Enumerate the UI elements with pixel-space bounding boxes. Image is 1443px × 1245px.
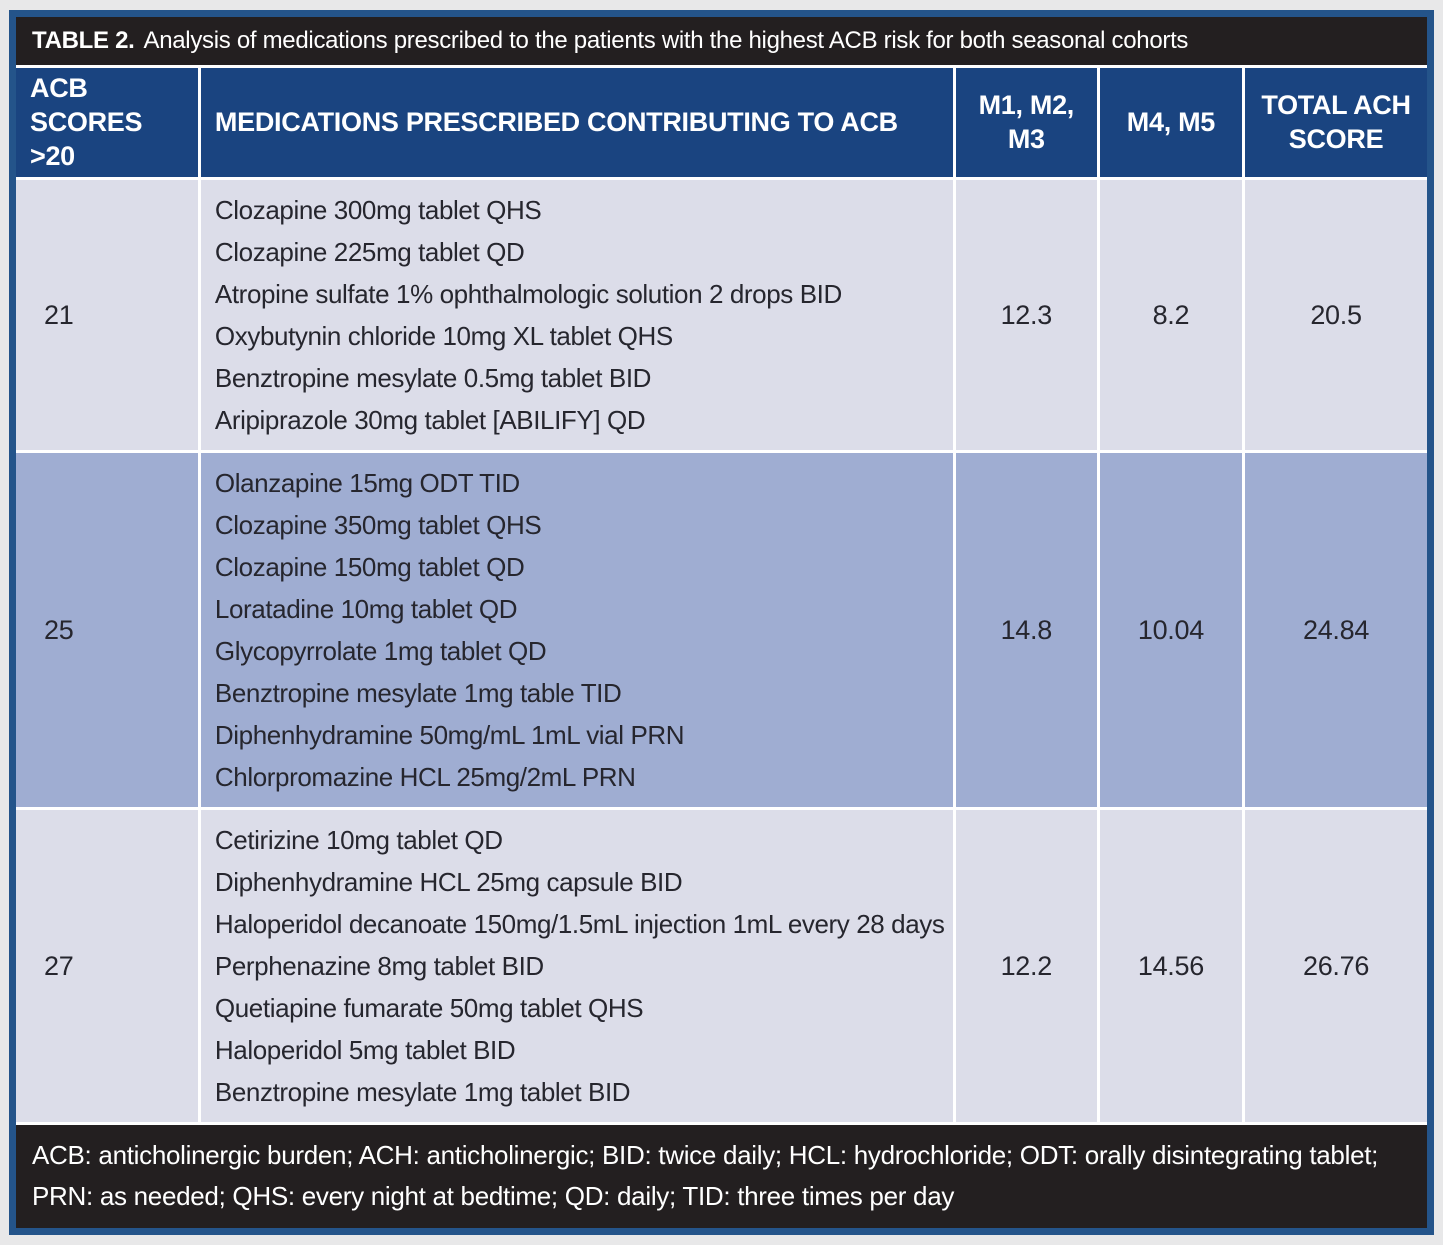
table-row-acb-25: 25 Olanzapine 15mg ODT TID Clozapine 350…	[16, 450, 1427, 811]
medications-cell: Olanzapine 15mg ODT TID Clozapine 350mg …	[197, 450, 956, 811]
medication-item: Clozapine 225mg tablet QD	[214, 237, 525, 268]
table-row-acb-27: 27 Cetirizine 10mg tablet QD Diphenhydra…	[16, 807, 1427, 1123]
medication-item: Benztropine mesylate 0.5mg tablet BID	[214, 363, 652, 394]
medication-item: Haloperidol decanoate 150mg/1.5mL inject…	[214, 909, 945, 940]
medication-item: Oxybutynin chloride 10mg XL tablet QHS	[214, 321, 673, 352]
column-header-acb-scores: ACB SCORES >20	[16, 68, 201, 181]
m4-m5-value: 10.04	[1096, 450, 1246, 811]
m4-m5-value: 14.56	[1096, 807, 1246, 1123]
medication-item: Aripiprazole 30mg tablet [ABILIFY] QD	[214, 405, 646, 436]
medication-item: Cetirizine 10mg tablet QD	[214, 825, 503, 856]
medication-item: Clozapine 150mg tablet QD	[214, 552, 525, 583]
medication-item: Diphenhydramine HCL 25mg capsule BID	[214, 867, 683, 898]
medication-item: Perphenazine 8mg tablet BID	[214, 951, 544, 982]
table-number-label: TABLE 2.	[32, 27, 135, 54]
m4-m5-value: 8.2	[1096, 177, 1246, 454]
column-header-medications: MEDICATIONS PRESCRIBED CONTRIBUTING TO A…	[197, 68, 956, 181]
total-ach-score-value: 26.76	[1242, 807, 1427, 1123]
medications-cell: Cetirizine 10mg tablet QD Diphenhydramin…	[197, 807, 956, 1123]
medication-item: Chlorpromazine HCL 25mg/2mL PRN	[214, 762, 636, 793]
medication-item: Clozapine 300mg tablet QHS	[214, 195, 542, 226]
medication-item: Benztropine mesylate 1mg tablet BID	[214, 1077, 631, 1108]
medication-item: Benztropine mesylate 1mg table TID	[214, 678, 622, 709]
column-header-total-ach-score: TOTAL ACH SCORE	[1242, 68, 1427, 181]
column-header-m4-m5: M4, M5	[1096, 68, 1246, 181]
medication-item: Glycopyrrolate 1mg tablet QD	[214, 636, 547, 667]
total-ach-score-value: 24.84	[1242, 450, 1427, 811]
table-2-frame: TABLE 2. Analysis of medications prescri…	[9, 10, 1434, 1235]
acb-score-value: 25	[16, 450, 201, 811]
medication-item: Olanzapine 15mg ODT TID	[214, 468, 520, 499]
medication-item: Diphenhydramine 50mg/mL 1mL vial PRN	[214, 720, 685, 751]
m1-m2-m3-value: 14.8	[952, 450, 1100, 811]
medication-item: Atropine sulfate 1% ophthalmologic solut…	[214, 279, 842, 310]
table-row-acb-21: 21 Clozapine 300mg tablet QHS Clozapine …	[16, 177, 1427, 454]
medication-item: Haloperidol 5mg tablet BID	[214, 1035, 516, 1066]
table-header-row: ACB SCORES >20 MEDICATIONS PRESCRIBED CO…	[16, 68, 1427, 181]
column-header-m1-m2-m3: M1, M2, M3	[952, 68, 1100, 181]
medications-table: ACB SCORES >20 MEDICATIONS PRESCRIBED CO…	[16, 68, 1427, 1123]
acb-score-value: 21	[16, 177, 201, 454]
m1-m2-m3-value: 12.2	[952, 807, 1100, 1123]
acb-score-value: 27	[16, 807, 201, 1123]
medication-item: Clozapine 350mg tablet QHS	[214, 510, 542, 541]
total-ach-score-value: 20.5	[1242, 177, 1427, 454]
medication-item: Quetiapine fumarate 50mg tablet QHS	[214, 993, 644, 1024]
medications-cell: Clozapine 300mg tablet QHS Clozapine 225…	[197, 177, 956, 454]
table-title-bar: TABLE 2. Analysis of medications prescri…	[16, 17, 1427, 68]
m1-m2-m3-value: 12.3	[952, 177, 1100, 454]
table-footnote: ACB: anticholinergic burden; ACH: antich…	[16, 1122, 1427, 1228]
table-title-text: Analysis of medications prescribed to th…	[143, 27, 1189, 54]
medication-item: Loratadine 10mg tablet QD	[214, 594, 518, 625]
